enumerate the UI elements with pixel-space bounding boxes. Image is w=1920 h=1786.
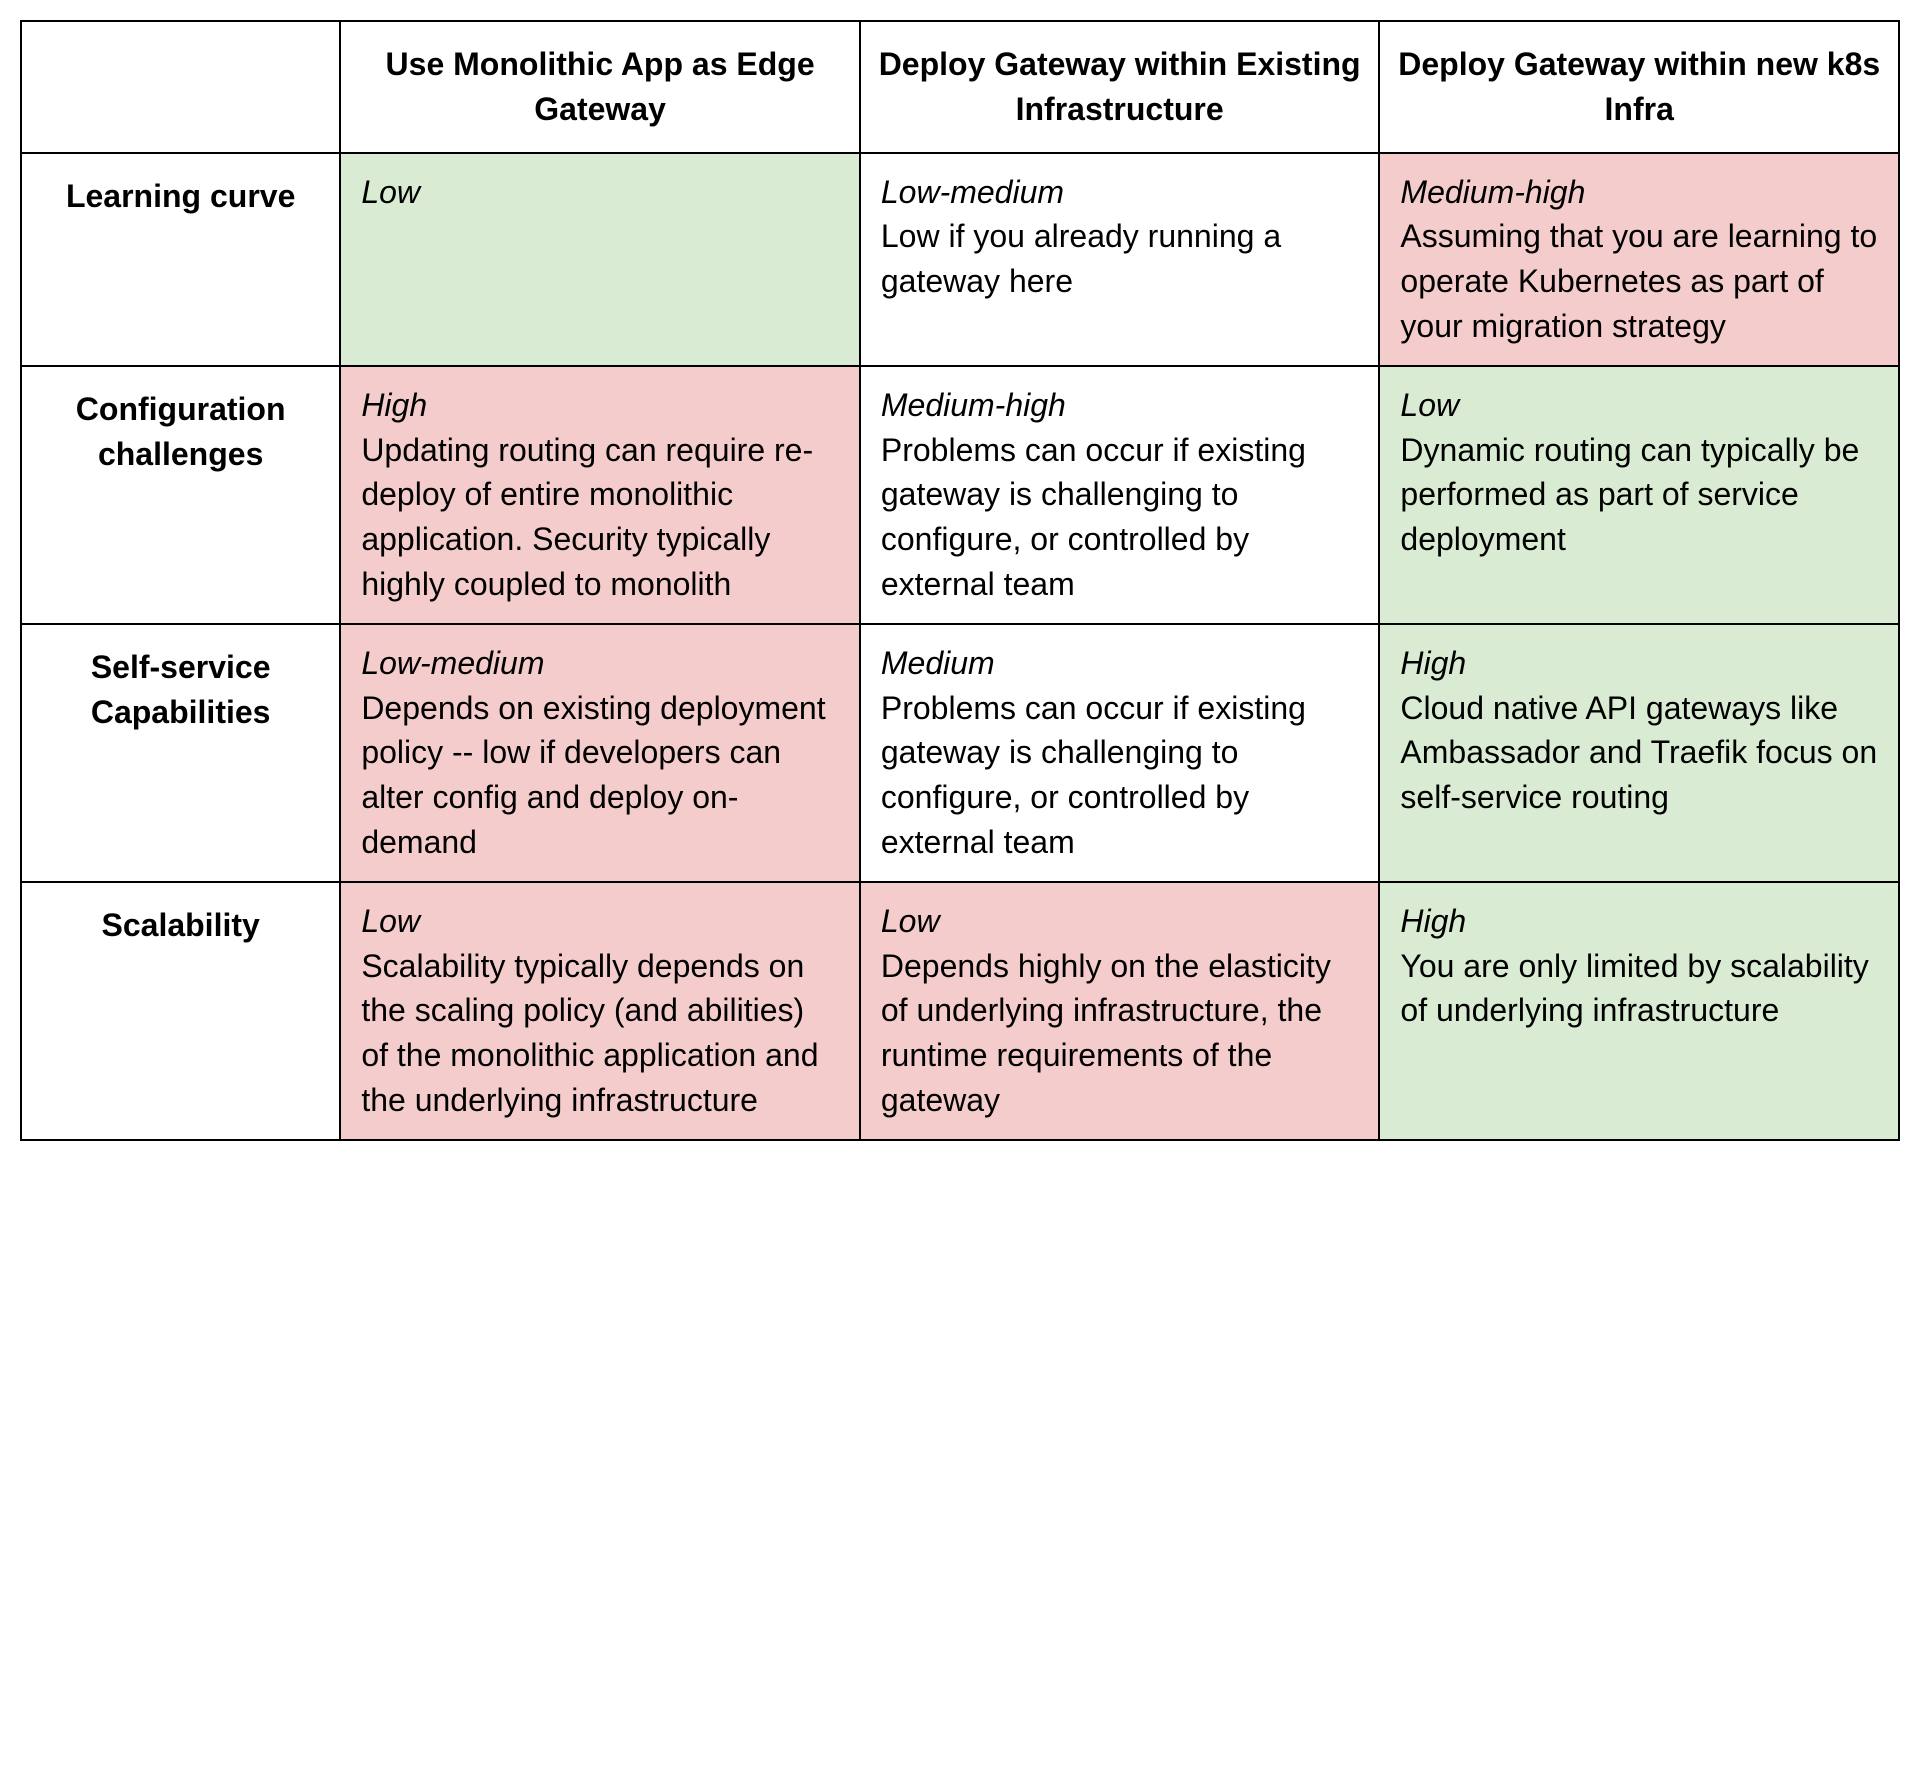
table-row: Configuration challengesHighUpdating rou… [21, 366, 1899, 624]
cell-level: Low-medium [361, 641, 839, 686]
cell-level: Low [881, 899, 1359, 944]
table-cell: Low-mediumDepends on existing deployment… [340, 624, 860, 882]
table-cell: HighYou are only limited by scalability … [1379, 882, 1899, 1140]
cell-level: Medium-high [1400, 170, 1878, 215]
cell-description: Scalability typically depends on the sca… [361, 944, 839, 1123]
row-label: Learning curve [21, 153, 340, 366]
cell-description: You are only limited by scalability of u… [1400, 944, 1878, 1034]
cell-description: Problems can occur if existing gateway i… [881, 686, 1359, 865]
table-row: Learning curve Low Low-mediumLow if you al… [21, 153, 1899, 366]
table-row: ScalabilityLowScalability typically depe… [21, 882, 1899, 1140]
table-row: Self-service CapabilitiesLow-mediumDepen… [21, 624, 1899, 882]
cell-description: Assuming that you are learning to operat… [1400, 214, 1878, 348]
table-cell: Medium-highAssuming that you are learnin… [1379, 153, 1899, 366]
table-cell: Low-mediumLow if you already running a g… [860, 153, 1380, 366]
row-label: Scalability [21, 882, 340, 1140]
header-row: Use Monolithic App as Edge Gateway Deplo… [21, 21, 1899, 153]
header-col-1: Use Monolithic App as Edge Gateway [340, 21, 860, 153]
row-label: Self-service Capabilities [21, 624, 340, 882]
cell-level: Medium-high [881, 383, 1359, 428]
cell-description: Depends on existing deployment policy --… [361, 686, 839, 865]
cell-level: Low-medium [881, 170, 1359, 215]
table-cell: LowScalability typically depends on the … [340, 882, 860, 1140]
cell-description: Problems can occur if existing gateway i… [881, 428, 1359, 607]
header-col-2: Deploy Gateway within Existing Infrastru… [860, 21, 1380, 153]
cell-description: Dynamic routing can typically be perform… [1400, 428, 1878, 562]
table-cell: LowDepends highly on the elasticity of u… [860, 882, 1380, 1140]
header-empty [21, 21, 340, 153]
cell-level: High [1400, 899, 1878, 944]
cell-level: Low [361, 899, 839, 944]
row-label: Configuration challenges [21, 366, 340, 624]
cell-description: Depends highly on the elasticity of unde… [881, 944, 1359, 1123]
cell-level: High [361, 383, 839, 428]
cell-level: Low [1400, 383, 1878, 428]
header-col-3: Deploy Gateway within new k8s Infra [1379, 21, 1899, 153]
table-cell: HighUpdating routing can require re-depl… [340, 366, 860, 624]
table-body: Learning curveLowLow-mediumLow if you al… [21, 153, 1899, 1140]
cell-description: Updating routing can require re-deploy o… [361, 428, 839, 607]
cell-level: Low [361, 170, 839, 215]
cell-description: Low if you already running a gateway her… [881, 214, 1359, 304]
cell-level: Medium [881, 641, 1359, 686]
cell-description: Cloud native API gateways like Ambassado… [1400, 686, 1878, 820]
table-cell: HighCloud native API gateways like Ambas… [1379, 624, 1899, 882]
comparison-table: Use Monolithic App as Edge Gateway Deplo… [20, 20, 1900, 1141]
table-cell: Medium-highProblems can occur if existin… [860, 366, 1380, 624]
cell-level: High [1400, 641, 1878, 686]
table-cell: MediumProblems can occur if existing gat… [860, 624, 1380, 882]
table-cell: Low [340, 153, 860, 366]
table-cell: LowDynamic routing can typically be perf… [1379, 366, 1899, 624]
